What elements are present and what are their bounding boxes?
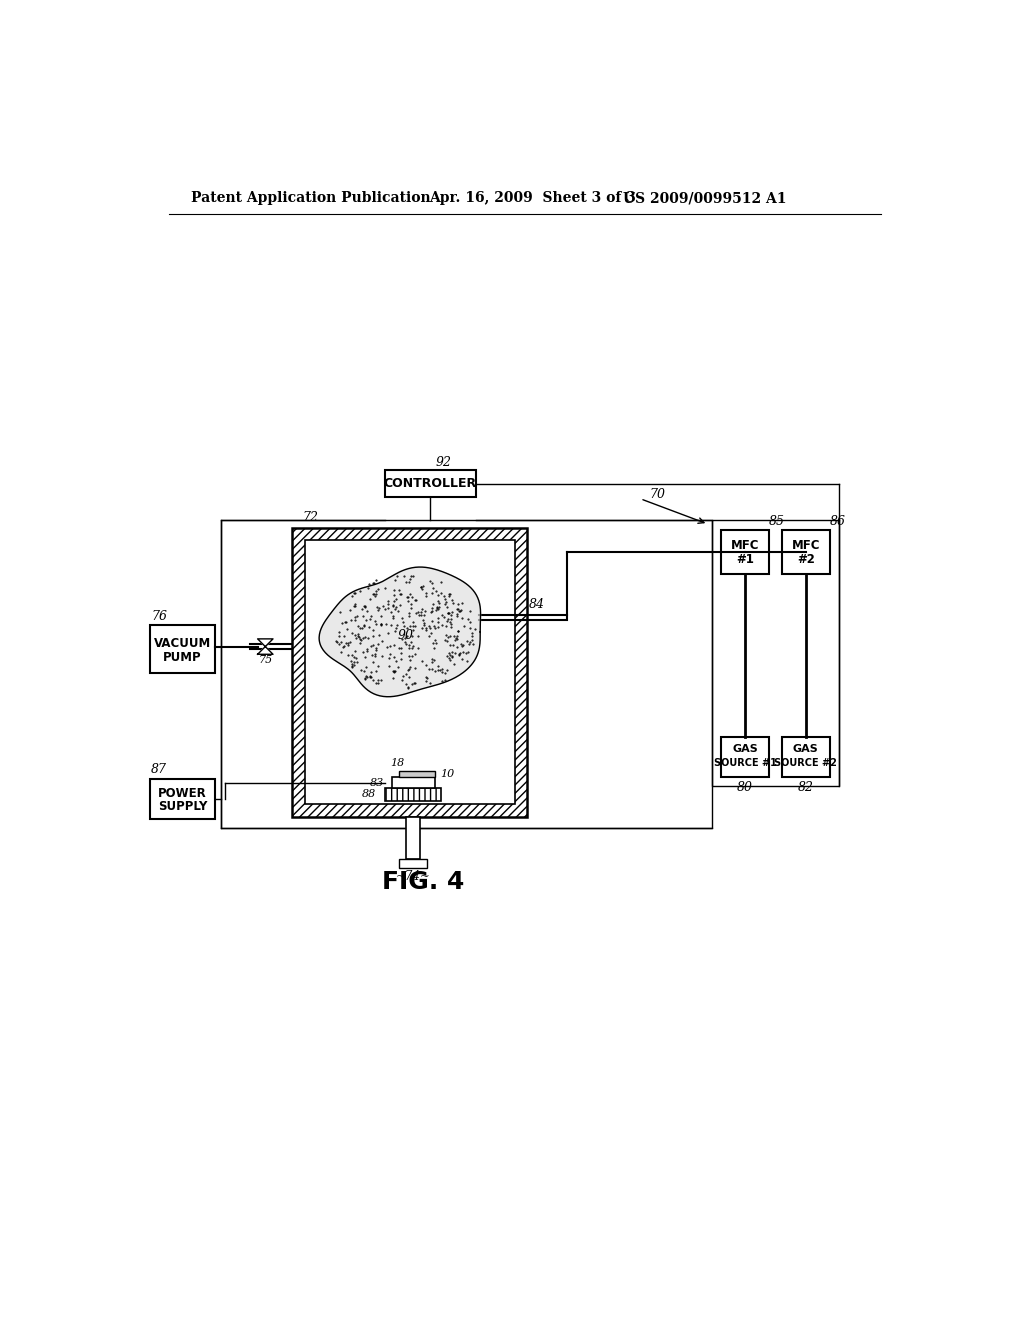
Text: 90: 90 [398, 630, 414, 643]
Bar [721, 529, 769, 574]
Text: 72: 72 [303, 511, 318, 524]
Bar [391, 777, 435, 788]
Bar [398, 771, 435, 777]
Text: 92: 92 [436, 455, 452, 469]
Bar [292, 528, 527, 817]
Text: VACUUM: VACUUM [154, 638, 211, 649]
Text: 88: 88 [361, 789, 376, 800]
Text: SOURCE #1: SOURCE #1 [714, 758, 776, 768]
Bar [385, 788, 441, 800]
Text: MFC: MFC [792, 539, 820, 552]
Bar [407, 817, 420, 859]
Text: Patent Application Publication: Patent Application Publication [190, 191, 430, 206]
Text: GAS: GAS [732, 744, 758, 755]
Text: 75: 75 [258, 656, 272, 665]
Text: Apr. 16, 2009  Sheet 3 of 3: Apr. 16, 2009 Sheet 3 of 3 [429, 191, 636, 206]
Bar [782, 529, 829, 574]
Polygon shape [258, 639, 273, 647]
Text: US 2009/0099512 A1: US 2009/0099512 A1 [624, 191, 786, 206]
Polygon shape [319, 568, 480, 697]
Bar [782, 737, 829, 776]
Text: PUMP: PUMP [163, 651, 202, 664]
Text: ~74~: ~74~ [395, 870, 430, 883]
Bar [385, 470, 475, 498]
Text: 70: 70 [649, 488, 666, 502]
Text: 18: 18 [390, 758, 404, 768]
Text: FIG. 4: FIG. 4 [382, 870, 464, 894]
Bar [399, 859, 427, 869]
Text: 10: 10 [440, 770, 455, 779]
Bar [150, 779, 215, 818]
Text: 86: 86 [829, 515, 846, 528]
Text: 80: 80 [737, 781, 753, 795]
Text: 85: 85 [769, 515, 784, 528]
Bar [304, 540, 515, 804]
Text: #1: #1 [736, 553, 754, 566]
Bar [712, 520, 839, 785]
Text: 83: 83 [370, 777, 384, 788]
Text: SUPPLY: SUPPLY [158, 800, 207, 813]
Bar [150, 626, 215, 673]
Text: 84: 84 [528, 598, 545, 611]
Polygon shape [258, 647, 273, 655]
Bar [221, 520, 712, 829]
Text: 82: 82 [798, 781, 814, 795]
Text: CONTROLLER: CONTROLLER [384, 478, 476, 490]
Text: 87: 87 [152, 763, 167, 776]
Bar [721, 737, 769, 776]
Text: SOURCE #2: SOURCE #2 [774, 758, 838, 768]
Text: 76: 76 [152, 610, 167, 623]
Text: MFC: MFC [731, 539, 759, 552]
Text: POWER: POWER [158, 787, 207, 800]
Text: GAS: GAS [793, 744, 819, 755]
Text: #2: #2 [797, 553, 815, 566]
